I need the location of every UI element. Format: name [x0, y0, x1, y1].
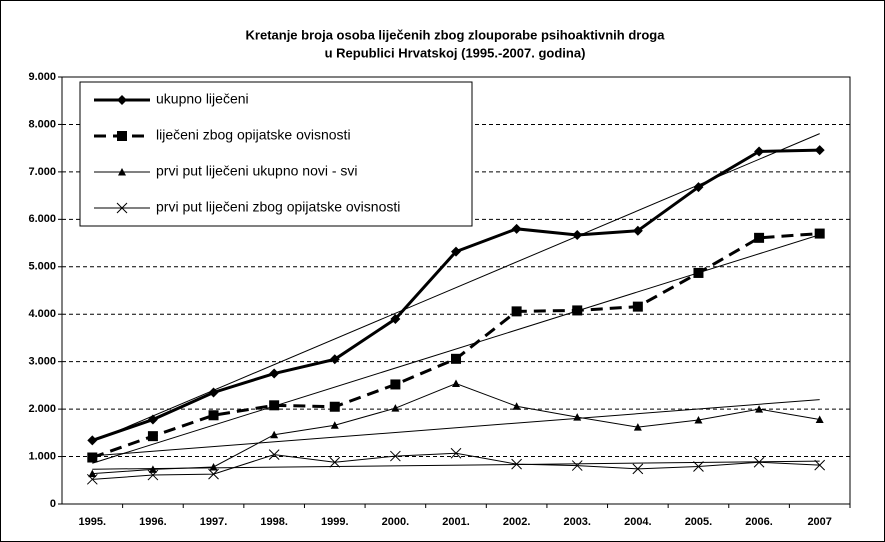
- marker: [208, 387, 219, 398]
- marker: [753, 456, 765, 468]
- marker: [390, 450, 401, 462]
- marker: [148, 465, 157, 473]
- marker: [329, 354, 340, 365]
- x-tick-label: 2006.: [745, 516, 773, 528]
- x-tick-label: 2000.: [382, 516, 410, 528]
- y-tick-label: 9.000: [28, 71, 56, 83]
- marker: [391, 404, 400, 412]
- x-tick-label: 2001.: [442, 516, 470, 528]
- marker: [572, 305, 583, 316]
- x-tick-label: 1998.: [260, 516, 288, 528]
- legend-label: liječeni zbog opijatske ovisnosti: [156, 127, 351, 143]
- marker: [450, 447, 462, 459]
- legend-label: prvi put liječeni ukupno novi - svi: [156, 163, 358, 179]
- chart-title: u Republici Hrvatskoj (1995.-2007. godin…: [325, 45, 586, 60]
- x-tick-label: 2005.: [685, 516, 713, 528]
- y-tick-label: 8.000: [28, 118, 56, 130]
- y-tick-label: 5.000: [28, 261, 56, 273]
- marker: [693, 182, 704, 193]
- x-tick-label: 1999.: [321, 516, 349, 528]
- marker: [329, 401, 340, 412]
- marker: [693, 461, 704, 472]
- marker: [511, 223, 522, 234]
- marker: [632, 225, 643, 236]
- marker: [571, 460, 583, 471]
- x-tick-label: 2004.: [624, 516, 652, 528]
- x-tick-label: 2007: [807, 516, 831, 528]
- marker: [209, 462, 218, 471]
- marker: [330, 421, 339, 429]
- marker: [693, 267, 704, 278]
- marker: [390, 379, 401, 390]
- x-tick-label: 2003.: [563, 516, 591, 528]
- x-tick-label: 1997.: [200, 516, 228, 528]
- marker: [88, 469, 97, 478]
- marker: [117, 95, 127, 105]
- y-tick-label: 4.000: [28, 308, 56, 320]
- marker: [147, 469, 159, 481]
- marker: [512, 402, 521, 410]
- trend-line: [92, 399, 820, 457]
- marker: [116, 202, 128, 214]
- marker: [632, 463, 644, 475]
- marker: [573, 413, 582, 421]
- marker: [754, 232, 765, 243]
- y-tick-label: 2.000: [28, 403, 56, 415]
- chart-title: Kretanje broja osoba liječenih zbog zlou…: [246, 27, 666, 42]
- plot-area: [61, 76, 851, 505]
- y-tick-label: 6.000: [28, 213, 56, 225]
- marker: [814, 145, 825, 156]
- marker: [633, 423, 642, 431]
- trend-line: [92, 460, 820, 470]
- y-tick-label: 0: [50, 498, 56, 510]
- marker: [268, 449, 280, 461]
- legend: [79, 81, 473, 227]
- marker: [269, 400, 280, 411]
- marker: [118, 168, 126, 176]
- marker: [451, 246, 461, 257]
- marker: [87, 452, 98, 463]
- marker: [86, 473, 98, 485]
- marker: [572, 229, 583, 240]
- y-tick-label: 3.000: [28, 356, 56, 368]
- y-tick-label: 1.000: [28, 450, 56, 462]
- marker: [511, 458, 522, 470]
- marker: [814, 228, 825, 239]
- marker: [815, 415, 824, 424]
- marker: [117, 131, 127, 141]
- marker: [511, 306, 522, 317]
- marker: [390, 313, 401, 324]
- x-tick-label: 1995.: [79, 516, 107, 528]
- legend-label: prvi put liječeni zbog opijatske ovisnos…: [156, 199, 400, 215]
- marker: [208, 410, 219, 421]
- legend-label: ukupno liječeni: [156, 91, 249, 107]
- x-tick-label: 2002.: [503, 516, 531, 528]
- marker: [270, 430, 279, 439]
- marker: [754, 146, 765, 157]
- marker: [208, 468, 219, 480]
- marker: [452, 379, 460, 387]
- marker: [87, 435, 98, 446]
- marker: [329, 456, 341, 468]
- marker: [694, 416, 703, 424]
- marker: [632, 301, 643, 312]
- x-tick-label: 1996.: [139, 516, 167, 528]
- marker: [451, 353, 461, 364]
- y-tick-label: 7.000: [28, 166, 56, 178]
- marker: [755, 405, 764, 413]
- marker: [147, 414, 158, 425]
- marker: [269, 368, 280, 379]
- marker: [147, 431, 158, 442]
- marker: [814, 459, 826, 471]
